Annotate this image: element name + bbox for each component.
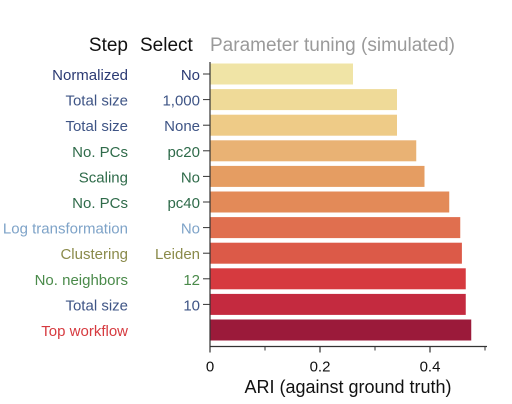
select-label: 12: [183, 272, 200, 289]
step-label: Log transformation: [3, 221, 128, 238]
x-tick-label: 0: [206, 359, 214, 376]
bar: [210, 319, 472, 341]
step-label: Total size: [65, 297, 128, 314]
select-label: 10: [183, 297, 200, 314]
chart-row: No. PCs pc20: [72, 140, 417, 162]
bar: [210, 191, 450, 213]
bar: [210, 140, 417, 162]
select-label: No: [181, 169, 200, 186]
x-axis-label: ARI (against ground truth): [244, 377, 451, 397]
rows-layer: Normalized No Total size 1,000 Total size Non…: [3, 63, 472, 341]
bar: [210, 293, 466, 315]
chart-row: Top workflow: [41, 319, 472, 341]
chart-row: Total size 1,000: [65, 89, 397, 111]
step-label: Scaling: [79, 169, 128, 186]
select-label: pc40: [167, 195, 200, 212]
select-label: pc20: [167, 144, 200, 161]
chart-row: Total size 10: [65, 293, 466, 315]
step-label: No. PCs: [72, 195, 128, 212]
step-label: Top workflow: [41, 323, 128, 340]
step-label: Total size: [65, 93, 128, 110]
chart-row: No. PCs pc40: [72, 191, 450, 213]
x-axis: 0 0.2 0.4: [206, 62, 487, 376]
step-label: Normalized: [52, 67, 128, 84]
bar: [210, 217, 461, 239]
chart-row: No. neighbors 12: [35, 268, 466, 290]
select-label: 1,000: [162, 93, 200, 110]
bar: [210, 63, 353, 85]
chart-row: Total size None: [65, 114, 397, 136]
chart-row: Log transformation No: [3, 217, 461, 239]
chart-row: Scaling No: [79, 165, 425, 187]
chart-row: Clustering Leiden: [60, 242, 462, 264]
bar: [210, 165, 425, 187]
bar: [210, 114, 397, 136]
select-label: Leiden: [155, 246, 200, 263]
chart-title: Parameter tuning (simulated): [210, 35, 455, 56]
x-tick-label: 0.2: [310, 359, 331, 376]
select-label: None: [164, 118, 200, 135]
x-tick-label: 0.4: [420, 359, 441, 376]
select-label: No: [181, 67, 200, 84]
step-column-header: Step: [89, 35, 128, 56]
bar: [210, 89, 397, 111]
select-column-header: Select: [140, 35, 194, 56]
bar: [210, 242, 462, 264]
step-label: Clustering: [60, 246, 128, 263]
step-label: No. neighbors: [35, 272, 128, 289]
chart-row: Normalized No: [52, 63, 353, 85]
select-label: No: [181, 221, 200, 238]
step-label: Total size: [65, 118, 128, 135]
bar: [210, 268, 466, 290]
step-label: No. PCs: [72, 144, 128, 161]
